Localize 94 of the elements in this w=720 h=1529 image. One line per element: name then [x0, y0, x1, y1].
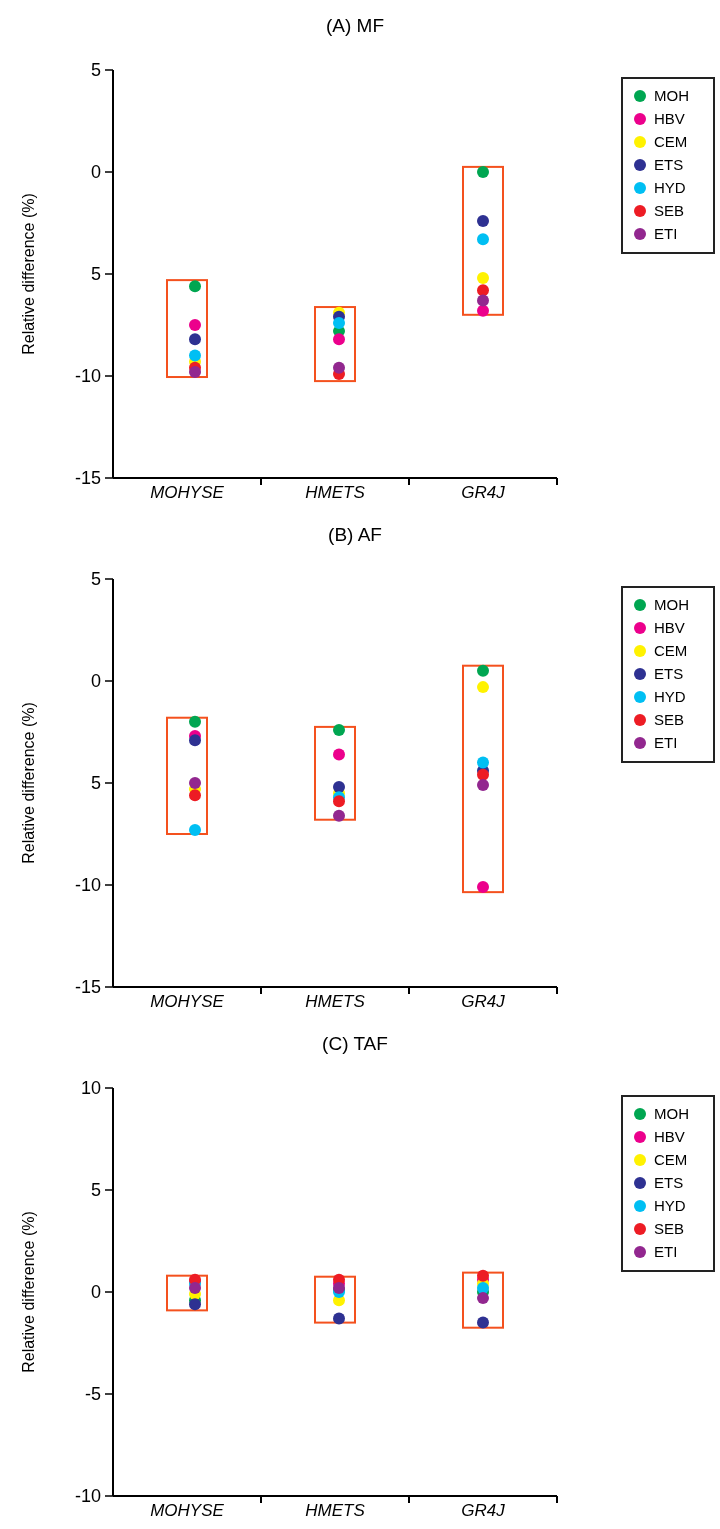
point	[477, 233, 489, 246]
point	[333, 795, 345, 808]
legend-label: CEM	[654, 133, 688, 151]
bar	[166, 716, 208, 835]
chart-title: (C) TAF	[322, 1033, 388, 1054]
point	[477, 779, 489, 792]
x-tick-label: MOHYSE	[150, 1501, 225, 1520]
legend-label: ETS	[654, 1174, 684, 1192]
legend-label: MOH	[654, 1105, 689, 1123]
y-tick-label: -10	[74, 875, 101, 896]
point	[189, 715, 201, 728]
point	[189, 734, 201, 747]
legend-label: HYD	[654, 1197, 686, 1215]
legend-label: HYD	[654, 179, 686, 197]
y-tick-label: 5	[90, 1180, 101, 1201]
y-tick-label: 5	[90, 569, 101, 590]
point	[189, 319, 201, 331]
y-tick-label: 0	[90, 671, 101, 692]
point	[333, 333, 345, 346]
y-axis-title: Relative difference (%)	[20, 1211, 37, 1373]
point	[333, 316, 345, 329]
y-tick-label: -10	[74, 1486, 101, 1507]
y-tick-label: -10	[74, 366, 101, 387]
bar	[166, 279, 208, 379]
point	[477, 294, 489, 307]
legend-label: CEM	[654, 642, 688, 660]
x-tick-label: GR4J	[461, 992, 506, 1011]
legend-label: MOH	[654, 596, 689, 614]
y-tick-label: -5	[84, 1384, 101, 1405]
point	[189, 777, 201, 789]
point	[333, 361, 345, 374]
legend-label: ETI	[654, 1243, 678, 1261]
bar	[314, 306, 356, 383]
y-tick-label: 0	[90, 1282, 101, 1303]
point	[477, 166, 489, 178]
point	[189, 280, 201, 293]
point	[477, 768, 489, 781]
point	[333, 748, 345, 761]
legend-label: ETS	[654, 665, 684, 683]
y-tick-label: 5	[90, 773, 101, 794]
x-tick-label: GR4J	[461, 483, 506, 502]
point	[477, 272, 489, 285]
legend-label: CEM	[654, 1151, 688, 1169]
legend-label: SEB	[654, 202, 685, 220]
legend-label: SEB	[654, 1220, 685, 1238]
x-tick-label: HMETS	[305, 1501, 366, 1520]
y-tick-label: 10	[80, 1078, 101, 1099]
y-tick-label: 5	[90, 264, 101, 285]
bar	[462, 664, 504, 894]
point	[477, 1281, 489, 1294]
point	[189, 333, 201, 346]
chart-title: (A) MF	[325, 15, 385, 36]
point	[189, 823, 201, 836]
legend-label: HBV	[654, 619, 685, 637]
point	[189, 349, 201, 362]
point	[189, 365, 201, 378]
y-tick-label: -15	[74, 977, 101, 998]
point	[333, 723, 345, 736]
point	[477, 1269, 489, 1282]
y-axis-title: Relative difference (%)	[20, 702, 37, 864]
x-tick-label: HMETS	[305, 992, 366, 1011]
point	[477, 681, 489, 694]
chart-title: (B) AF	[328, 524, 382, 545]
legend-label: ETS	[654, 156, 684, 174]
bar	[314, 725, 356, 821]
y-axis-title: Relative difference (%)	[20, 193, 37, 355]
point	[477, 881, 489, 894]
legend-label: ETI	[654, 225, 678, 243]
legend-label: HYD	[654, 688, 686, 706]
legend-label: SEB	[654, 711, 685, 729]
point	[333, 809, 345, 822]
y-tick-label: 0	[90, 162, 101, 183]
bar	[462, 165, 504, 316]
legend-label: HBV	[654, 110, 685, 128]
point	[477, 304, 489, 317]
point	[477, 664, 489, 677]
point	[477, 284, 489, 297]
point	[189, 789, 201, 802]
point	[477, 1316, 489, 1329]
point	[333, 1312, 345, 1325]
point	[477, 214, 489, 227]
point	[477, 1292, 489, 1305]
y-tick-label: 5	[90, 60, 101, 81]
point	[189, 1281, 201, 1294]
point	[189, 1298, 201, 1311]
x-tick-label: MOHYSE	[150, 992, 225, 1011]
x-tick-label: MOHYSE	[150, 483, 225, 502]
x-tick-label: GR4J	[461, 1501, 506, 1520]
y-tick-label: -15	[74, 468, 101, 489]
x-tick-label: HMETS	[305, 483, 366, 502]
legend-label: MOH	[654, 87, 689, 105]
legend-label: ETI	[654, 734, 678, 752]
point	[477, 756, 489, 769]
legend-label: HBV	[654, 1128, 685, 1146]
